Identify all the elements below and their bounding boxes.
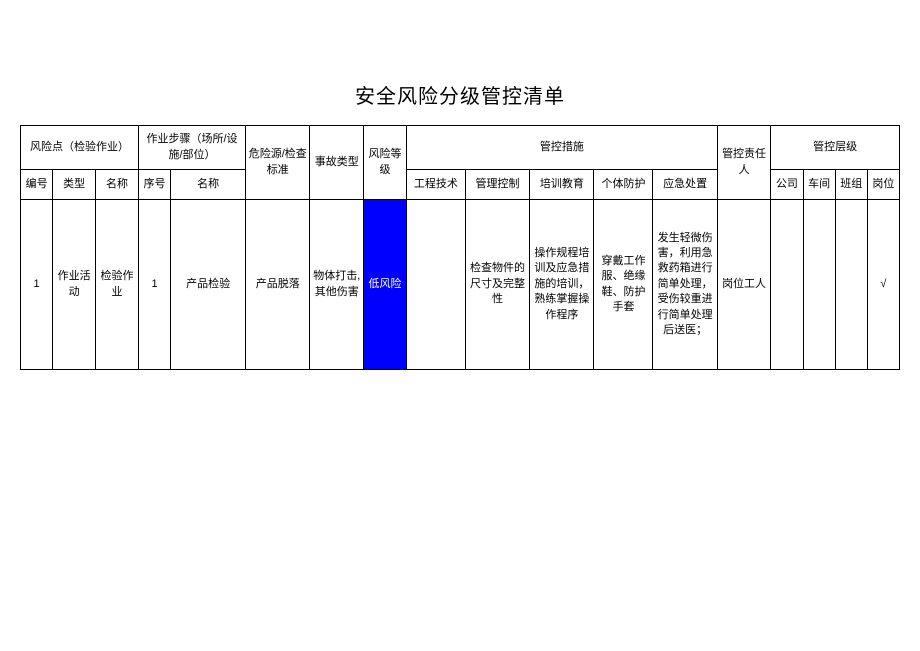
header-m-ppe: 个体防护: [594, 170, 653, 200]
header-risk-level: 风险等级: [364, 126, 407, 200]
cell-training: 操作规程培训及应急措施的培训，熟练掌握操作程序: [530, 200, 594, 370]
header-lvl-team: 班组: [835, 170, 867, 200]
cell-lvl-team: [835, 200, 867, 370]
cell-type: 作业活动: [53, 200, 96, 370]
header-m-mgmt: 管理控制: [465, 170, 529, 200]
header-step-name: 名称: [171, 170, 246, 200]
header-m-train: 培训教育: [530, 170, 594, 200]
header-step-seq: 序号: [138, 170, 170, 200]
cell-lvl-workshop: [803, 200, 835, 370]
header-control-level: 管控层级: [771, 126, 900, 170]
cell-emergency: 发生轻微伤害，利用急救药箱进行简单处理，受伤较重进行简单处理后送医；: [653, 200, 717, 370]
cell-seq: 1: [21, 200, 53, 370]
header-lvl-workshop: 车间: [803, 170, 835, 200]
cell-lvl-post: √: [867, 200, 899, 370]
cell-responsible: 岗位工人: [717, 200, 771, 370]
table-row: 1 作业活动 检验作业 1 产品检验 产品脱落 物体打击,其他伤害 低风险 检查…: [21, 200, 900, 370]
header-risk-point: 风险点（检验作业）: [21, 126, 139, 170]
cell-step-seq: 1: [138, 200, 170, 370]
header-hazard: 危险源/检查标准: [246, 126, 310, 200]
header-m-eng: 工程技术: [406, 170, 465, 200]
header-responsible: 管控责任人: [717, 126, 771, 200]
cell-lvl-company: [771, 200, 803, 370]
cell-ppe: 穿戴工作服、绝缘鞋、防护手套: [594, 200, 653, 370]
page-title: 安全风险分级管控清单: [20, 80, 900, 109]
cell-step-name: 产品检验: [171, 200, 246, 370]
cell-hazard: 产品脱落: [246, 200, 310, 370]
header-m-emrg: 应急处置: [653, 170, 717, 200]
cell-name: 检验作业: [96, 200, 139, 370]
header-type: 类型: [53, 170, 96, 200]
header-name: 名称: [96, 170, 139, 200]
header-accident: 事故类型: [310, 126, 364, 200]
cell-engineering: [406, 200, 465, 370]
cell-accident: 物体打击,其他伤害: [310, 200, 364, 370]
cell-risk-level: 低风险: [364, 200, 407, 370]
header-work-step: 作业步骤（场所/设施/部位）: [138, 126, 245, 170]
header-lvl-company: 公司: [771, 170, 803, 200]
header-lvl-post: 岗位: [867, 170, 899, 200]
header-seq: 编号: [21, 170, 53, 200]
cell-management: 检查物件的尺寸及完整性: [465, 200, 529, 370]
header-measures: 管控措施: [406, 126, 717, 170]
risk-table: 风险点（检验作业） 作业步骤（场所/设施/部位） 危险源/检查标准 事故类型 风…: [20, 125, 900, 370]
